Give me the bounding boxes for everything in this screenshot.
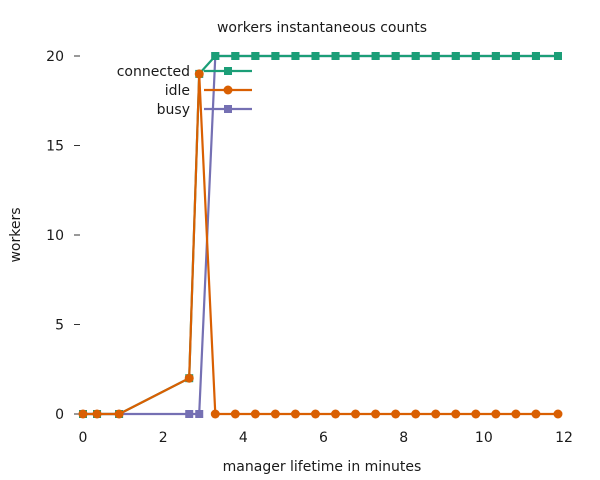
data-point (491, 409, 501, 419)
data-point (511, 409, 521, 419)
series-connected (79, 52, 562, 418)
data-point (331, 409, 341, 419)
x-tick-label: 2 (159, 430, 168, 446)
data-point (250, 409, 260, 419)
data-point (371, 52, 380, 60)
data-point (290, 409, 300, 419)
data-point (331, 52, 340, 60)
y-tick-label: 15 (46, 139, 64, 155)
data-point (411, 409, 421, 419)
data-point (270, 409, 280, 419)
legend-label: idle (165, 83, 190, 99)
legend-label: connected (117, 64, 190, 80)
legend-label: busy (157, 102, 190, 118)
data-point (185, 410, 194, 418)
data-point (391, 409, 401, 419)
legend-item-connected: connected (117, 64, 252, 80)
legend-item-idle: idle (165, 83, 252, 99)
data-point (224, 105, 232, 113)
data-point (92, 409, 102, 419)
data-point (78, 409, 88, 419)
chart-title: workers instantaneous counts (217, 20, 427, 36)
x-tick-label: 0 (79, 430, 88, 446)
x-tick-label: 6 (319, 430, 328, 446)
data-point (310, 409, 320, 419)
data-point (291, 52, 300, 60)
data-point (531, 52, 540, 60)
y-tick-label: 10 (46, 228, 64, 244)
data-point (223, 85, 233, 95)
data-point (431, 52, 440, 60)
data-point (311, 52, 320, 60)
legend: connected idle busy (117, 64, 252, 118)
data-point (210, 409, 220, 419)
y-tick-label: 5 (55, 318, 64, 334)
data-point (411, 52, 420, 60)
data-point (471, 52, 480, 60)
y-axis-label: workers (8, 207, 24, 262)
data-point (251, 52, 260, 60)
data-point (211, 52, 220, 60)
series-line (83, 54, 558, 416)
data-point (351, 409, 361, 419)
data-point (271, 52, 280, 60)
data-point (231, 52, 240, 60)
series-idle (78, 69, 563, 419)
axis-ticks: 0 5 10 15 20 0 2 4 6 8 10 12 (46, 49, 573, 446)
data-point (553, 52, 562, 60)
series-layer (78, 52, 563, 419)
x-axis-label: manager lifetime in minutes (223, 459, 422, 475)
x-tick-label: 10 (475, 430, 493, 446)
series-line (83, 72, 558, 416)
data-point (351, 52, 360, 60)
data-point (194, 69, 204, 79)
data-point (224, 67, 232, 75)
data-point (114, 409, 124, 419)
data-point (553, 409, 563, 419)
x-tick-label: 4 (239, 430, 248, 446)
data-point (491, 52, 500, 60)
legend-item-busy: busy (157, 102, 252, 118)
y-tick-label: 0 (55, 407, 64, 423)
data-point (471, 409, 481, 419)
data-point (371, 409, 381, 419)
data-point (511, 52, 520, 60)
data-point (230, 409, 240, 419)
series-busy (79, 52, 562, 418)
y-tick-label: 20 (46, 49, 64, 65)
data-point (451, 409, 461, 419)
x-tick-label: 12 (555, 430, 573, 446)
data-point (195, 410, 204, 418)
data-point (531, 409, 541, 419)
x-tick-label: 8 (399, 430, 408, 446)
data-point (391, 52, 400, 60)
data-point (451, 52, 460, 60)
data-point (184, 373, 194, 383)
data-point (431, 409, 441, 419)
series-line (83, 54, 558, 416)
